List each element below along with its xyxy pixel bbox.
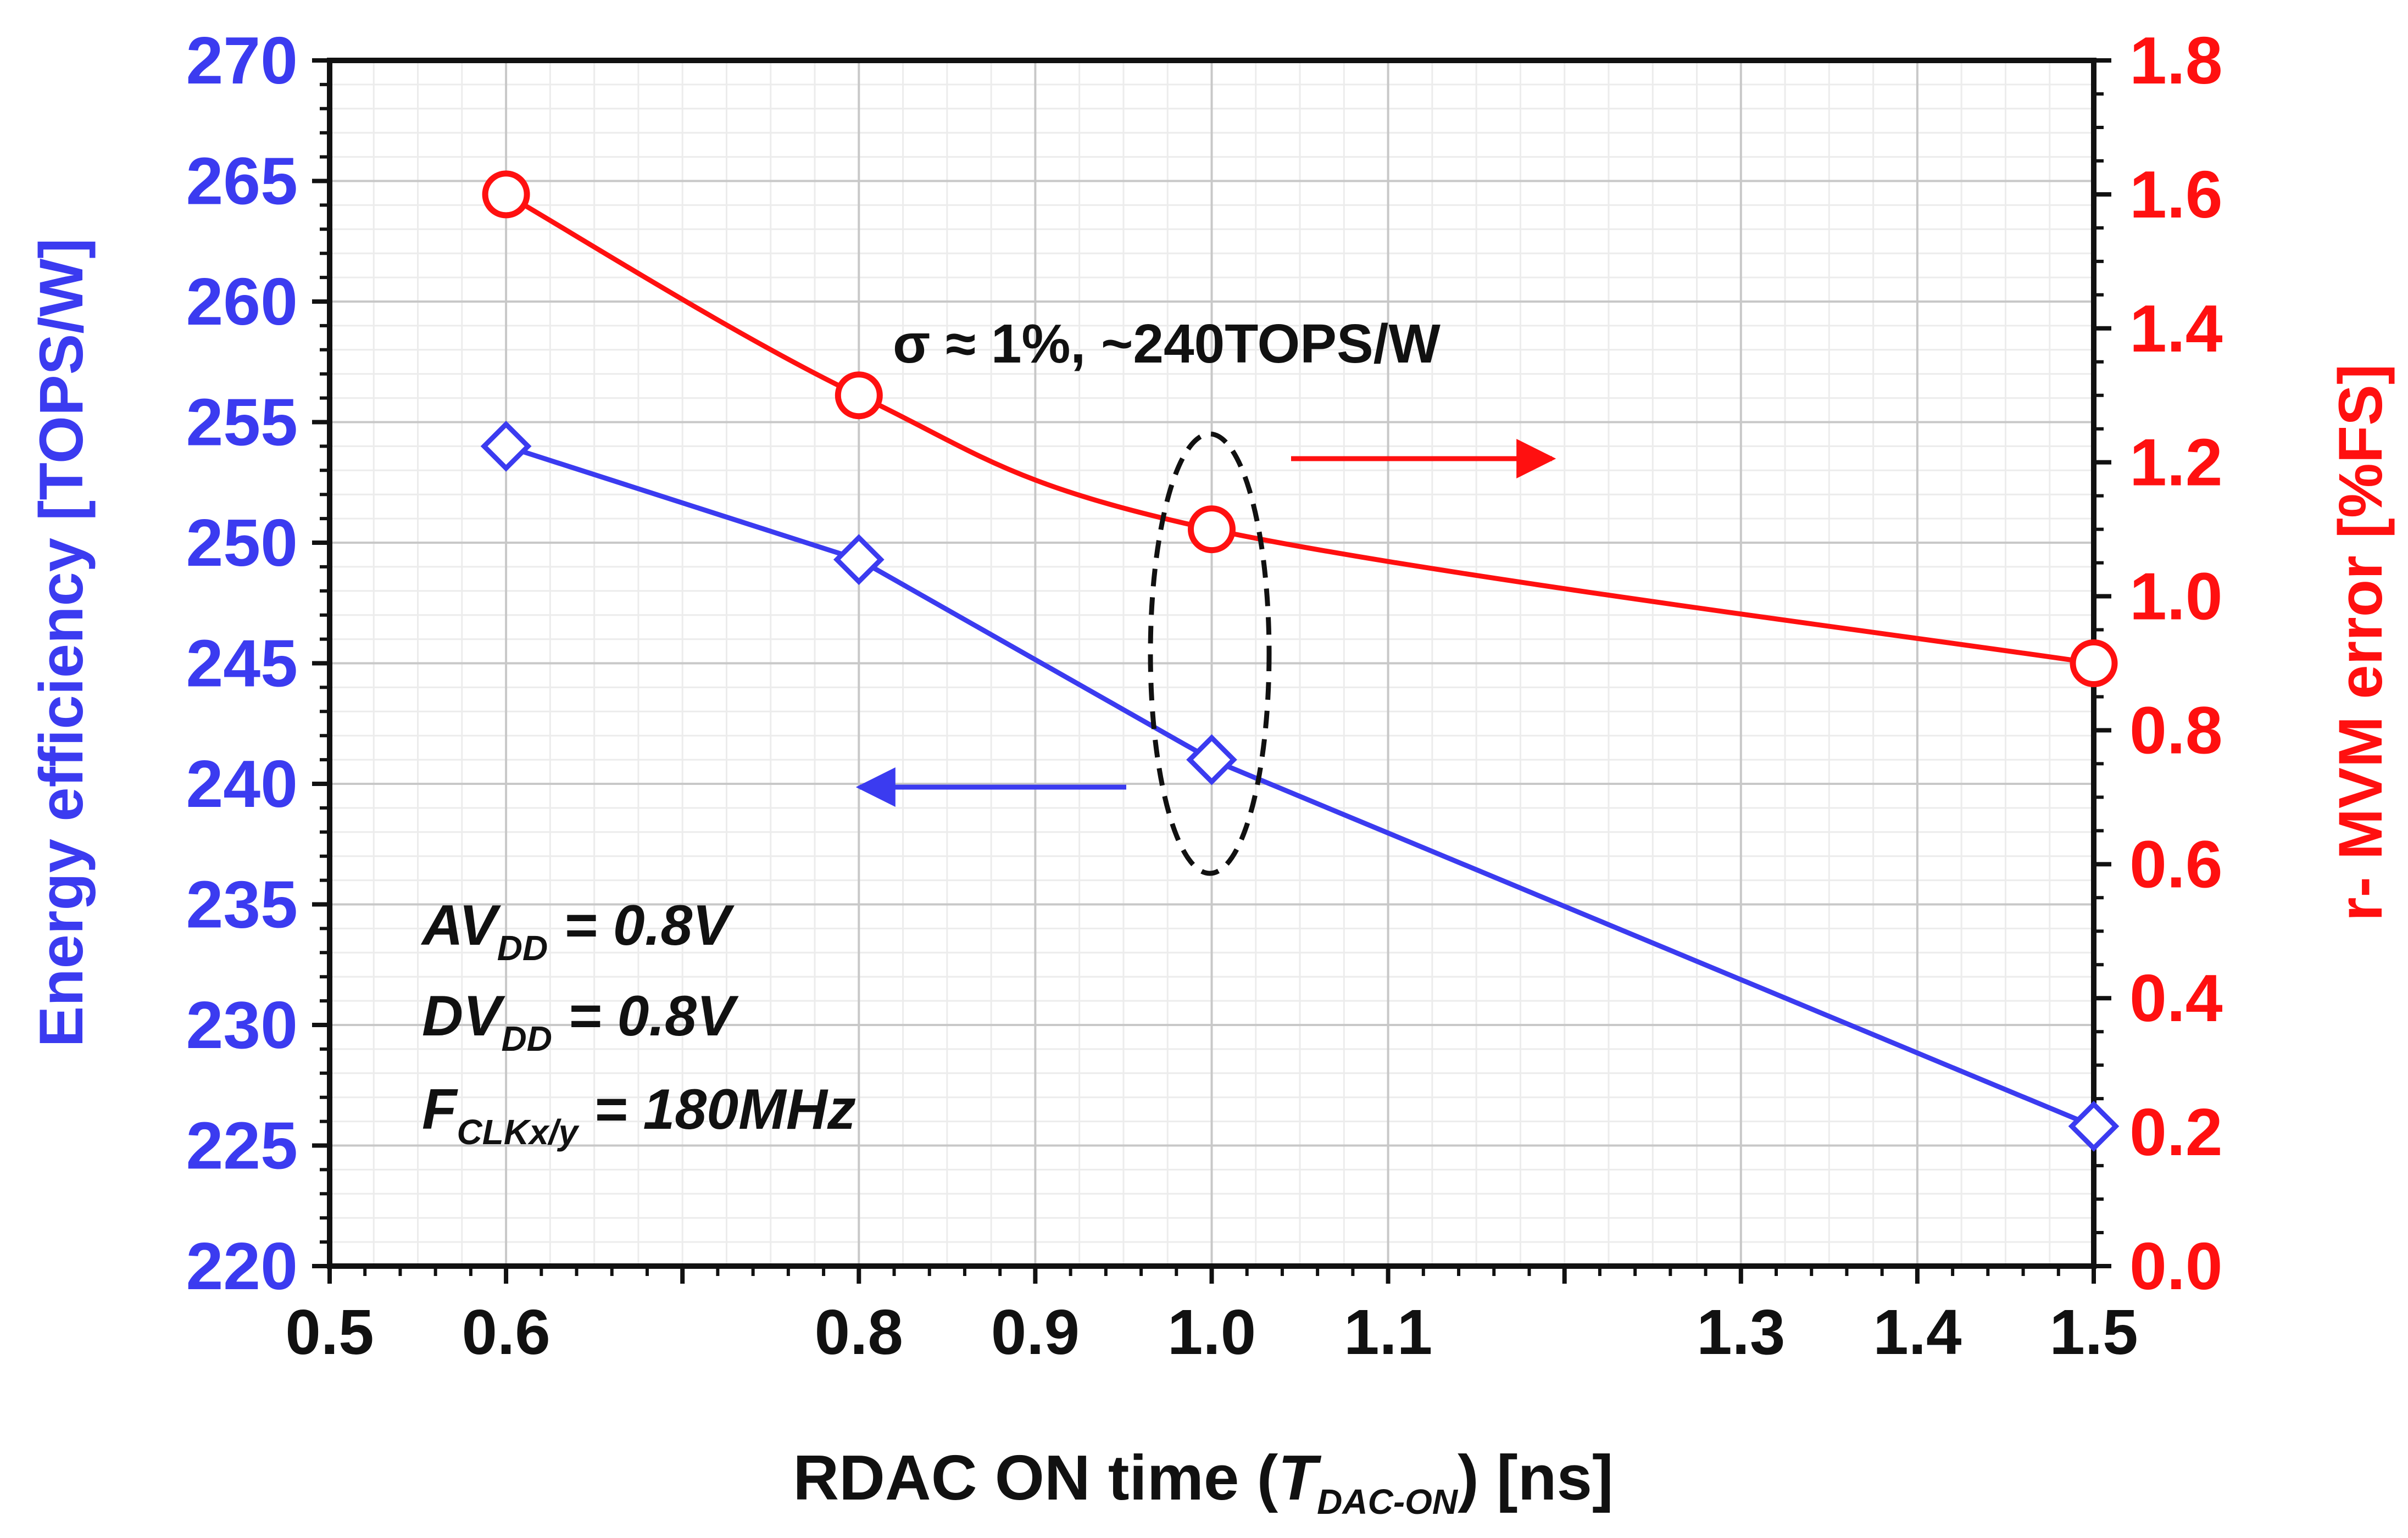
right-tick-label: 0.2 [2129,1095,2223,1169]
condition-dvdd: DVDD = 0.8V [422,984,739,1058]
condition-fclk: FCLKx/y = 180MHz [422,1078,856,1152]
energy-efficiency-data-point [1186,734,1237,785]
left-tick-label: 260 [186,264,298,339]
right-tick-label: 0.6 [2129,827,2223,901]
left-tick-label: 225 [186,1108,298,1183]
left-tick-label: 220 [186,1229,298,1303]
left-tick-label: 235 [186,867,298,942]
y-right-axis-title: r- MVM error [%FS] [2326,364,2395,921]
bottom-tick-label: 0.5 [285,1296,374,1368]
energy-efficiency-data-point [2068,1101,2120,1152]
left-tick-label: 270 [186,23,298,98]
left-tick-label: 265 [186,144,298,219]
left-tick-label: 255 [186,385,298,460]
left-tick-label: 240 [186,746,298,821]
energy-efficiency-data-point [833,534,885,586]
bottom-tick-label: 0.6 [461,1296,550,1368]
series [480,170,2120,1152]
bottom-tick-label: 0.8 [815,1296,903,1368]
right-tick-label: 1.4 [2129,291,2223,366]
left-tick-label: 245 [186,626,298,701]
r-mvm-error-data-point [1188,505,1236,554]
right-tick-label: 1.6 [2129,157,2223,232]
bottom-tick-label: 0.9 [991,1296,1080,1368]
right-tick-label: 1.0 [2129,559,2223,634]
bottom-tick-label: 1.5 [2049,1296,2138,1368]
r-mvm-error-data-point [482,170,530,219]
condition-avdd: AVDD = 0.8V [420,894,735,968]
sigma-annotation: σ ≈ 1%, ~240TOPS/W [893,313,1441,375]
bottom-tick-label: 1.1 [1344,1296,1432,1368]
bottom-tick-label: 1.3 [1697,1296,1785,1368]
right-tick-label: 1.8 [2129,23,2223,98]
grid [329,59,2095,1267]
energy-efficiency-data-point [480,421,532,472]
conditions: AVDD = 0.8V DVDD = 0.8V FCLKx/y = 180MHz [420,894,856,1152]
tick-labels: 220 225 230 235 240 245 250 255 260 265 270 0.0 0.2 0… [186,23,2222,1368]
highlight-ellipse [1148,431,1272,876]
y-left-axis-title: Energy efficiency [TOPS/W] [27,238,96,1047]
x-axis-title: RDAC ON time (TDAC-ON) [ns] [793,1442,1613,1522]
left-tick-label: 250 [186,505,298,580]
r-mvm-error-data-point [835,371,883,420]
right-tick-label: 1.2 [2129,425,2223,500]
bottom-tick-label: 1.0 [1167,1296,1256,1368]
r-mvm-error-series-line [504,192,2094,666]
right-tick-label: 0.8 [2129,693,2223,767]
right-tick-label: 0.4 [2129,961,2223,1035]
energy-efficiency-series-line [505,444,2095,1129]
r-mvm-error-data-point [2070,639,2118,687]
right-tick-label: 0.0 [2129,1229,2223,1303]
left-tick-label: 230 [186,988,298,1062]
bottom-tick-label: 1.4 [1873,1296,1961,1368]
